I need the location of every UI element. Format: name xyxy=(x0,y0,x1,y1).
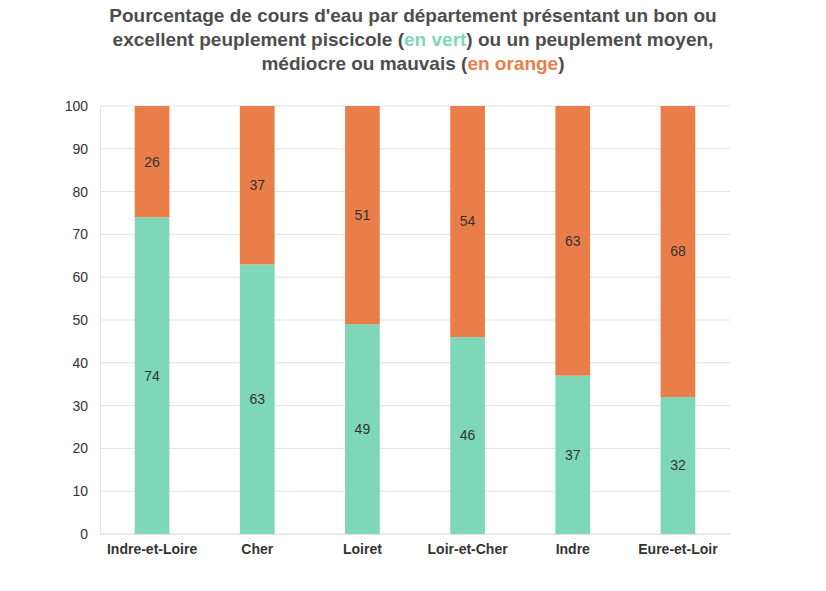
bar-segment xyxy=(661,397,696,534)
bar-segment xyxy=(450,106,485,337)
y-tick-label: 100 xyxy=(65,98,89,114)
x-tick: Indre xyxy=(556,534,590,557)
bars xyxy=(135,106,696,534)
y-tick-label: 90 xyxy=(72,141,88,157)
y-tick: 90 xyxy=(72,141,100,157)
grid-line xyxy=(100,277,730,278)
bar-segment xyxy=(135,106,170,217)
title-text: ) xyxy=(558,53,564,74)
title-text: ) ou un peuplement moyen, xyxy=(466,29,713,50)
data-label: 63 xyxy=(565,233,581,249)
y-tick-label: 40 xyxy=(72,355,88,371)
y-tick: 60 xyxy=(72,269,100,285)
y-tick: 0 xyxy=(80,526,100,542)
x-tick: Loir-et-Cher xyxy=(428,534,509,557)
y-tick: 80 xyxy=(72,184,100,200)
chart: Pourcentage de cours d'eau par départeme… xyxy=(0,0,826,591)
y-tick-label: 30 xyxy=(72,398,88,414)
bar-segment xyxy=(450,337,485,534)
x-tick: Eure-et-Loir xyxy=(638,534,718,557)
title-line: médiocre ou mauvais (en orange) xyxy=(261,53,564,74)
title-text: médiocre ou mauvais ( xyxy=(261,53,468,74)
grid-line xyxy=(100,448,730,449)
grid-line xyxy=(100,148,730,149)
data-label: 74 xyxy=(144,368,160,384)
y-tick: 40 xyxy=(72,355,100,371)
bar-segment xyxy=(240,106,275,264)
x-axis: Indre-et-Loire Cher Loiret Loir-et-Cher Indr… xyxy=(101,534,731,557)
title-line: Pourcentage de cours d'eau par départeme… xyxy=(109,5,716,26)
data-label: 32 xyxy=(670,457,686,473)
title-text: excellent peuplement piscicole ( xyxy=(113,29,405,50)
y-tick-label: 10 xyxy=(72,483,88,499)
y-axis: 0 10 20 30 40 50 60 70 80 90 100 xyxy=(65,98,101,542)
x-tick-label: Loiret xyxy=(343,541,382,557)
y-tick-label: 60 xyxy=(72,269,88,285)
series xyxy=(135,106,696,397)
x-tick-label: Eure-et-Loir xyxy=(638,541,718,557)
data-label: 51 xyxy=(355,207,371,223)
y-tick-label: 50 xyxy=(72,312,88,328)
x-axis-line xyxy=(101,534,731,535)
data-label: 46 xyxy=(460,427,476,443)
title: Pourcentage de cours d'eau par départeme… xyxy=(109,5,716,74)
data-label: 54 xyxy=(460,213,476,229)
y-tick-label: 70 xyxy=(72,226,88,242)
x-tick: Indre-et-Loire xyxy=(107,534,197,557)
bar-segment xyxy=(345,106,380,324)
x-tick-label: Cher xyxy=(241,541,273,557)
data-label: 49 xyxy=(355,421,371,437)
y-tick-label: 20 xyxy=(72,440,88,456)
grid-line xyxy=(100,191,730,192)
y-tick: 30 xyxy=(72,398,100,414)
grid-line xyxy=(100,106,730,107)
data-label: 68 xyxy=(670,243,686,259)
data-label: 37 xyxy=(565,447,581,463)
grid-line xyxy=(100,405,730,406)
bar-segment xyxy=(661,106,696,397)
grid-line xyxy=(100,491,730,492)
bar-segment xyxy=(135,217,170,534)
plot: 0 10 20 30 40 50 60 70 80 90 100 Indre-et-Loire Cher… xyxy=(65,98,731,557)
y-tick: 70 xyxy=(72,226,100,242)
bar-segment xyxy=(240,264,275,534)
y-tick: 20 xyxy=(72,440,100,456)
y-tick: 100 xyxy=(65,98,100,114)
bar-segment xyxy=(345,324,380,534)
grid-line xyxy=(100,320,730,321)
bar-segment xyxy=(555,376,590,534)
series xyxy=(135,217,696,534)
x-tick-label: Indre-et-Loire xyxy=(107,541,197,557)
title-text: Pourcentage de cours d'eau par départeme… xyxy=(109,5,716,26)
title-line: excellent peuplement piscicole (en vert)… xyxy=(113,29,714,50)
x-tick-label: Indre xyxy=(556,541,590,557)
y-tick: 10 xyxy=(72,483,100,499)
grid xyxy=(100,106,730,534)
x-tick-label: Loir-et-Cher xyxy=(428,541,509,557)
y-tick-label: 80 xyxy=(72,184,88,200)
grid-line xyxy=(100,234,730,235)
title-series-name: en orange xyxy=(467,53,558,74)
bar-segment xyxy=(555,106,590,376)
data-label: 26 xyxy=(144,154,160,170)
grid-line xyxy=(100,534,730,535)
data-label: 37 xyxy=(249,177,265,193)
x-tick: Cher xyxy=(241,534,273,557)
title-series-name: en vert xyxy=(404,29,467,50)
x-tick: Loiret xyxy=(343,534,382,557)
data-label: 63 xyxy=(249,391,265,407)
data-labels: 74 63 49 46 37 32 26 37 51 54 63 68 xyxy=(144,154,686,474)
y-tick-label: 0 xyxy=(80,526,88,542)
grid-line xyxy=(100,362,730,363)
y-axis-line xyxy=(100,107,101,535)
y-tick: 50 xyxy=(72,312,100,328)
